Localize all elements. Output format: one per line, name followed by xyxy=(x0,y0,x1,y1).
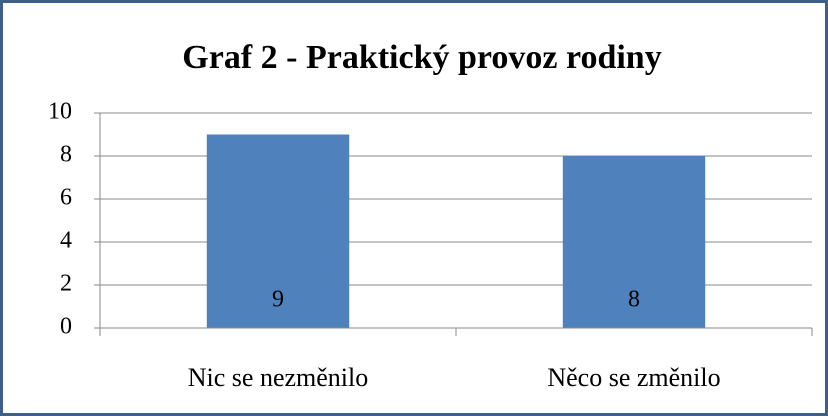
x-tick-label: Něco se změnilo xyxy=(547,363,720,392)
chart-title: Graf 2 - Praktický provoz rodiny xyxy=(182,39,661,76)
y-tick-label: 10 xyxy=(48,99,72,125)
y-tick-label: 8 xyxy=(60,142,72,168)
x-tick-label: Nic se nezměnilo xyxy=(188,363,369,392)
y-tick-label: 4 xyxy=(60,228,72,254)
y-tick-label: 0 xyxy=(60,314,72,340)
bar xyxy=(206,134,350,328)
data-label: 9 xyxy=(272,287,284,313)
bar xyxy=(562,156,706,328)
data-label: 8 xyxy=(628,287,640,313)
y-tick-label: 6 xyxy=(60,185,72,211)
y-tick-label: 2 xyxy=(60,271,72,297)
